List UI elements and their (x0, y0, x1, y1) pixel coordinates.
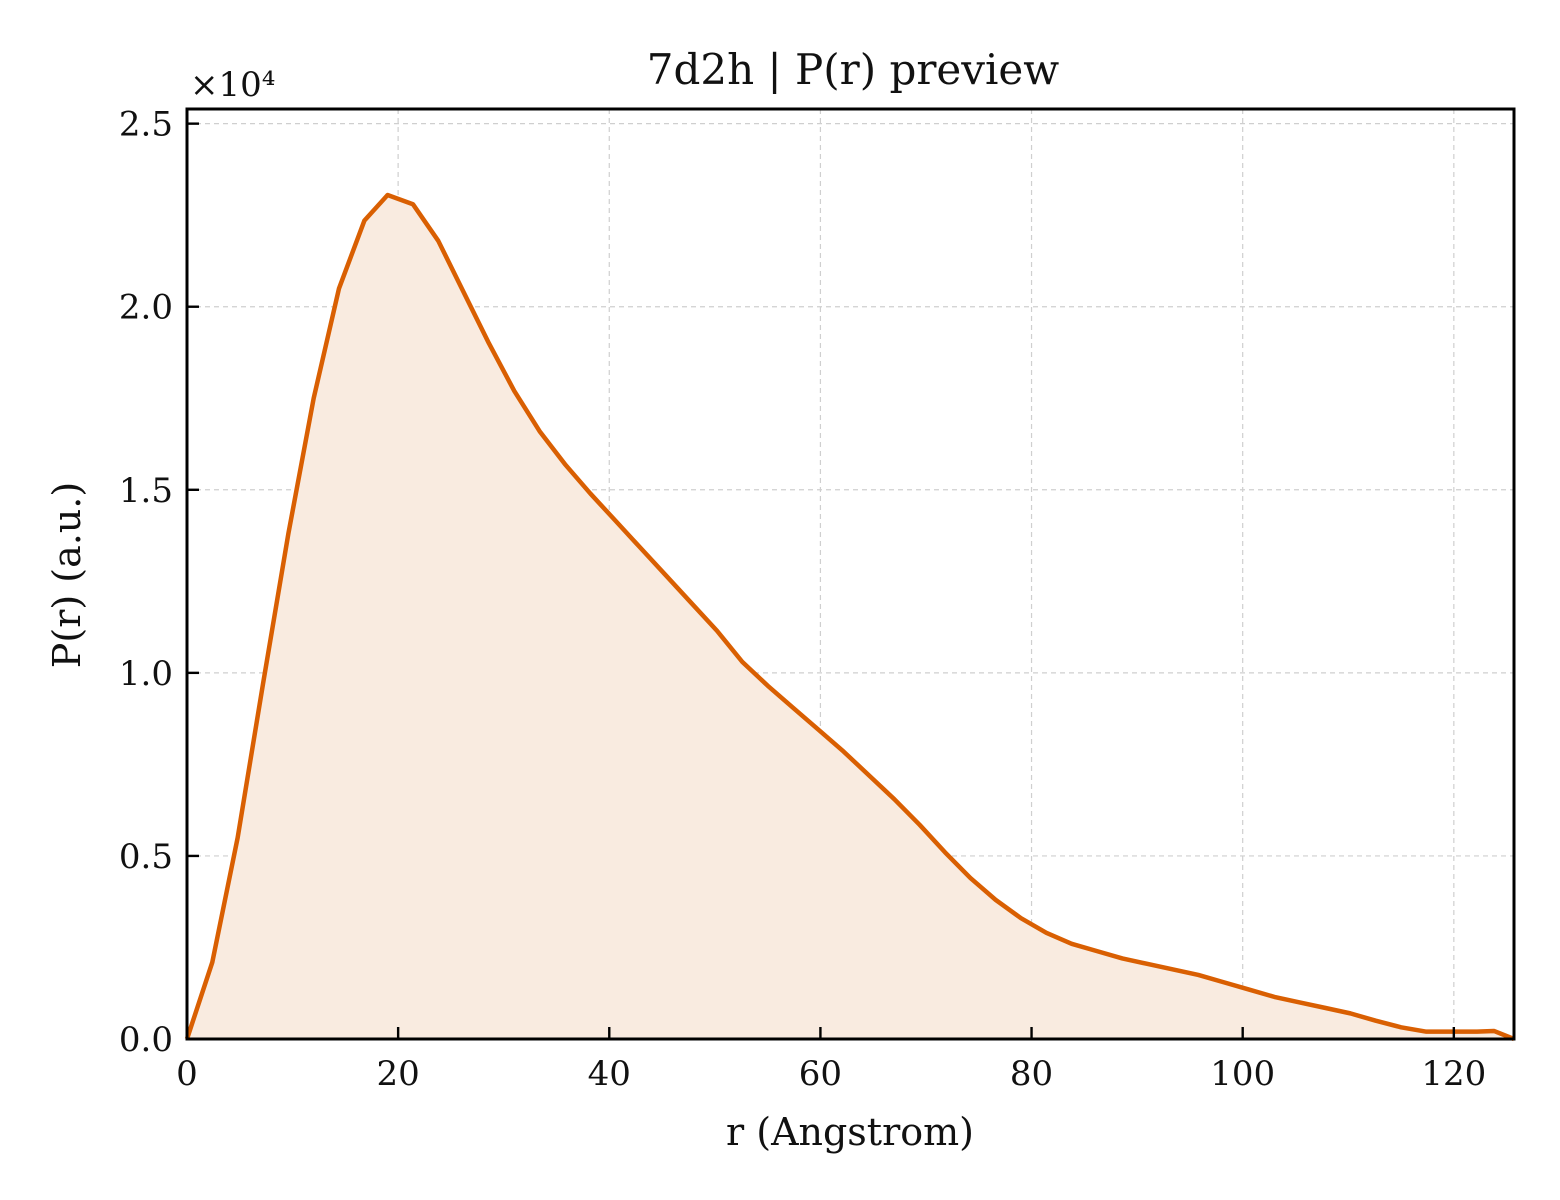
chart-title: 7d2h | P(r) preview (647, 45, 1060, 94)
x-tick-label: 20 (377, 1054, 420, 1094)
y-tick-label: 1.0 (119, 654, 173, 694)
x-tick-label: 100 (1210, 1054, 1275, 1094)
x-axis-title: r (Angstrom) (726, 1110, 974, 1154)
ticks: 0 20 40 60 80 100 120 0.0 0.5 1.0 1.5 2.0 2.5 (119, 105, 1486, 1094)
x-tick-label: 120 (1421, 1054, 1486, 1094)
plot-frame (185, 107, 1516, 1041)
series-line (184, 192, 1515, 1042)
area-fill (187, 195, 1514, 1040)
y-tick-label: 0.5 (119, 837, 173, 877)
y-tick-label: 1.5 (119, 471, 173, 511)
x-tick-label: 80 (1010, 1054, 1053, 1094)
y-tick-label: 0.0 (119, 1020, 173, 1060)
y-tick-label: 2.5 (119, 105, 173, 145)
x-tick-label: 0 (176, 1054, 198, 1094)
y-axis-title: P(r) (a.u.) (45, 482, 89, 668)
x-tick-label: 40 (588, 1054, 631, 1094)
y-axis-multiplier: ×10⁴ (190, 65, 275, 105)
y-tick-label: 2.0 (119, 288, 173, 328)
x-tick-label: 60 (799, 1054, 842, 1094)
